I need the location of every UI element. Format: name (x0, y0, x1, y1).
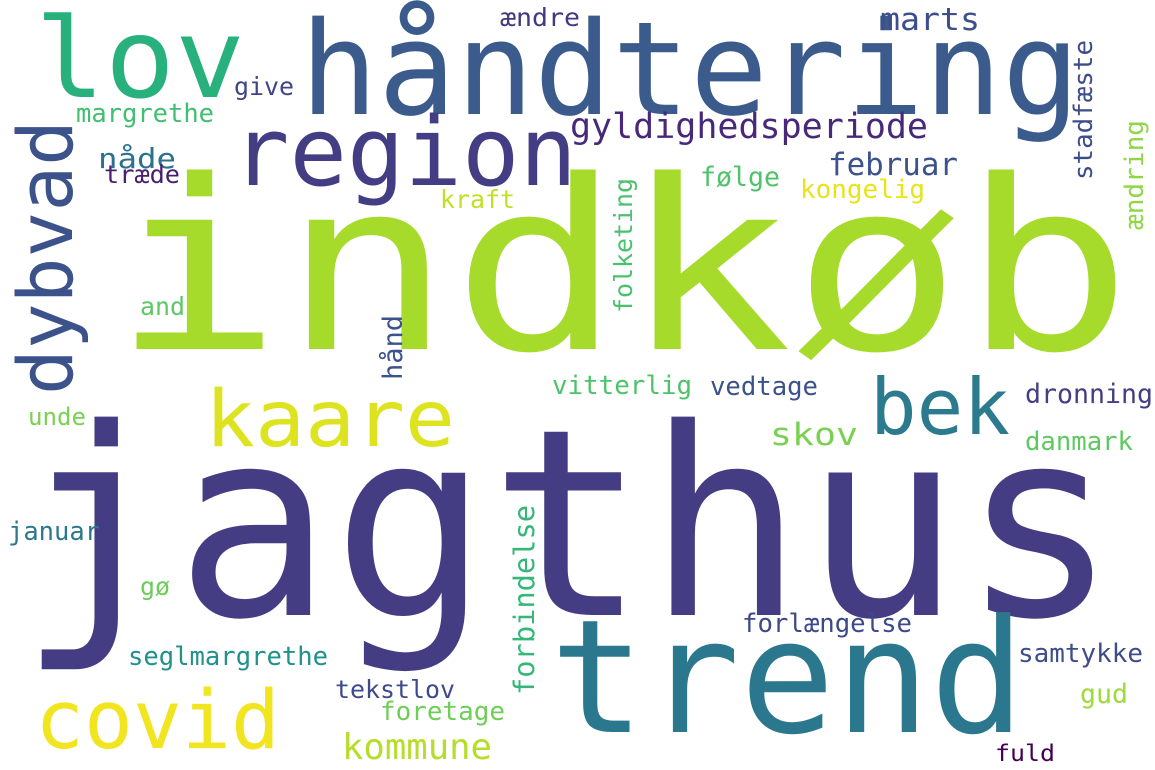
word-handtering: håndtering (300, 0, 1080, 145)
word-dronning: dronning (1025, 379, 1153, 410)
word-seglmargrethe: seglmargrethe (128, 642, 328, 672)
word-skov: skov (770, 417, 858, 453)
word-indkob: indkøb (112, 130, 1132, 405)
word-februar: februar (828, 147, 958, 183)
word-kaare: kaare (205, 373, 455, 465)
word-jagthus: jagthus (18, 373, 1118, 677)
word-hand: hånd (378, 315, 409, 380)
word-region: region (232, 96, 577, 208)
word-stadfaeste: stadfæste (1069, 39, 1099, 180)
word-and: and (140, 292, 185, 321)
word-trend: trend (550, 587, 1025, 770)
word-kommune: kommune (342, 727, 492, 768)
word-gud: gud (1080, 679, 1128, 710)
word-covid: covid (35, 673, 280, 768)
word-kraft: kraft (440, 185, 515, 214)
word-januar: januar (8, 517, 100, 547)
word-forlaengelse: forlængelse (742, 609, 912, 639)
word-give: give (234, 72, 294, 101)
word-aendring: ændring (1120, 120, 1150, 230)
word-vitterlig: vitterlig (552, 371, 692, 401)
word-kongelig: kongelig (800, 175, 925, 205)
word-fuld: fuld (995, 741, 1055, 767)
word-traede: træde (104, 160, 180, 189)
word-marts: marts (880, 2, 980, 38)
word-folge: følge (700, 162, 780, 193)
word-foretage: foretage (380, 697, 505, 727)
word-dybvad: dybvad (1, 120, 90, 395)
word-samtykke: samtykke (1018, 639, 1143, 669)
word-go: gø (140, 572, 170, 601)
word-lov: lov (35, 0, 245, 124)
word-nade: nåde (98, 144, 176, 175)
word-forbindelse: forbindelse (507, 505, 541, 695)
word-margrethe: margrethe (76, 99, 214, 129)
word-bek: bek (870, 363, 1010, 453)
word-vedtage: vedtage (710, 372, 818, 402)
word-aendre: ændre (500, 3, 580, 32)
word-tekstlov: tekstlov (335, 675, 455, 704)
word-danmark: danmark (1025, 427, 1133, 457)
word-unde: unde (28, 403, 86, 431)
word-gyldighedsperiode: gyldighedsperiode (570, 107, 928, 147)
word-folketing: folketing (609, 178, 638, 313)
